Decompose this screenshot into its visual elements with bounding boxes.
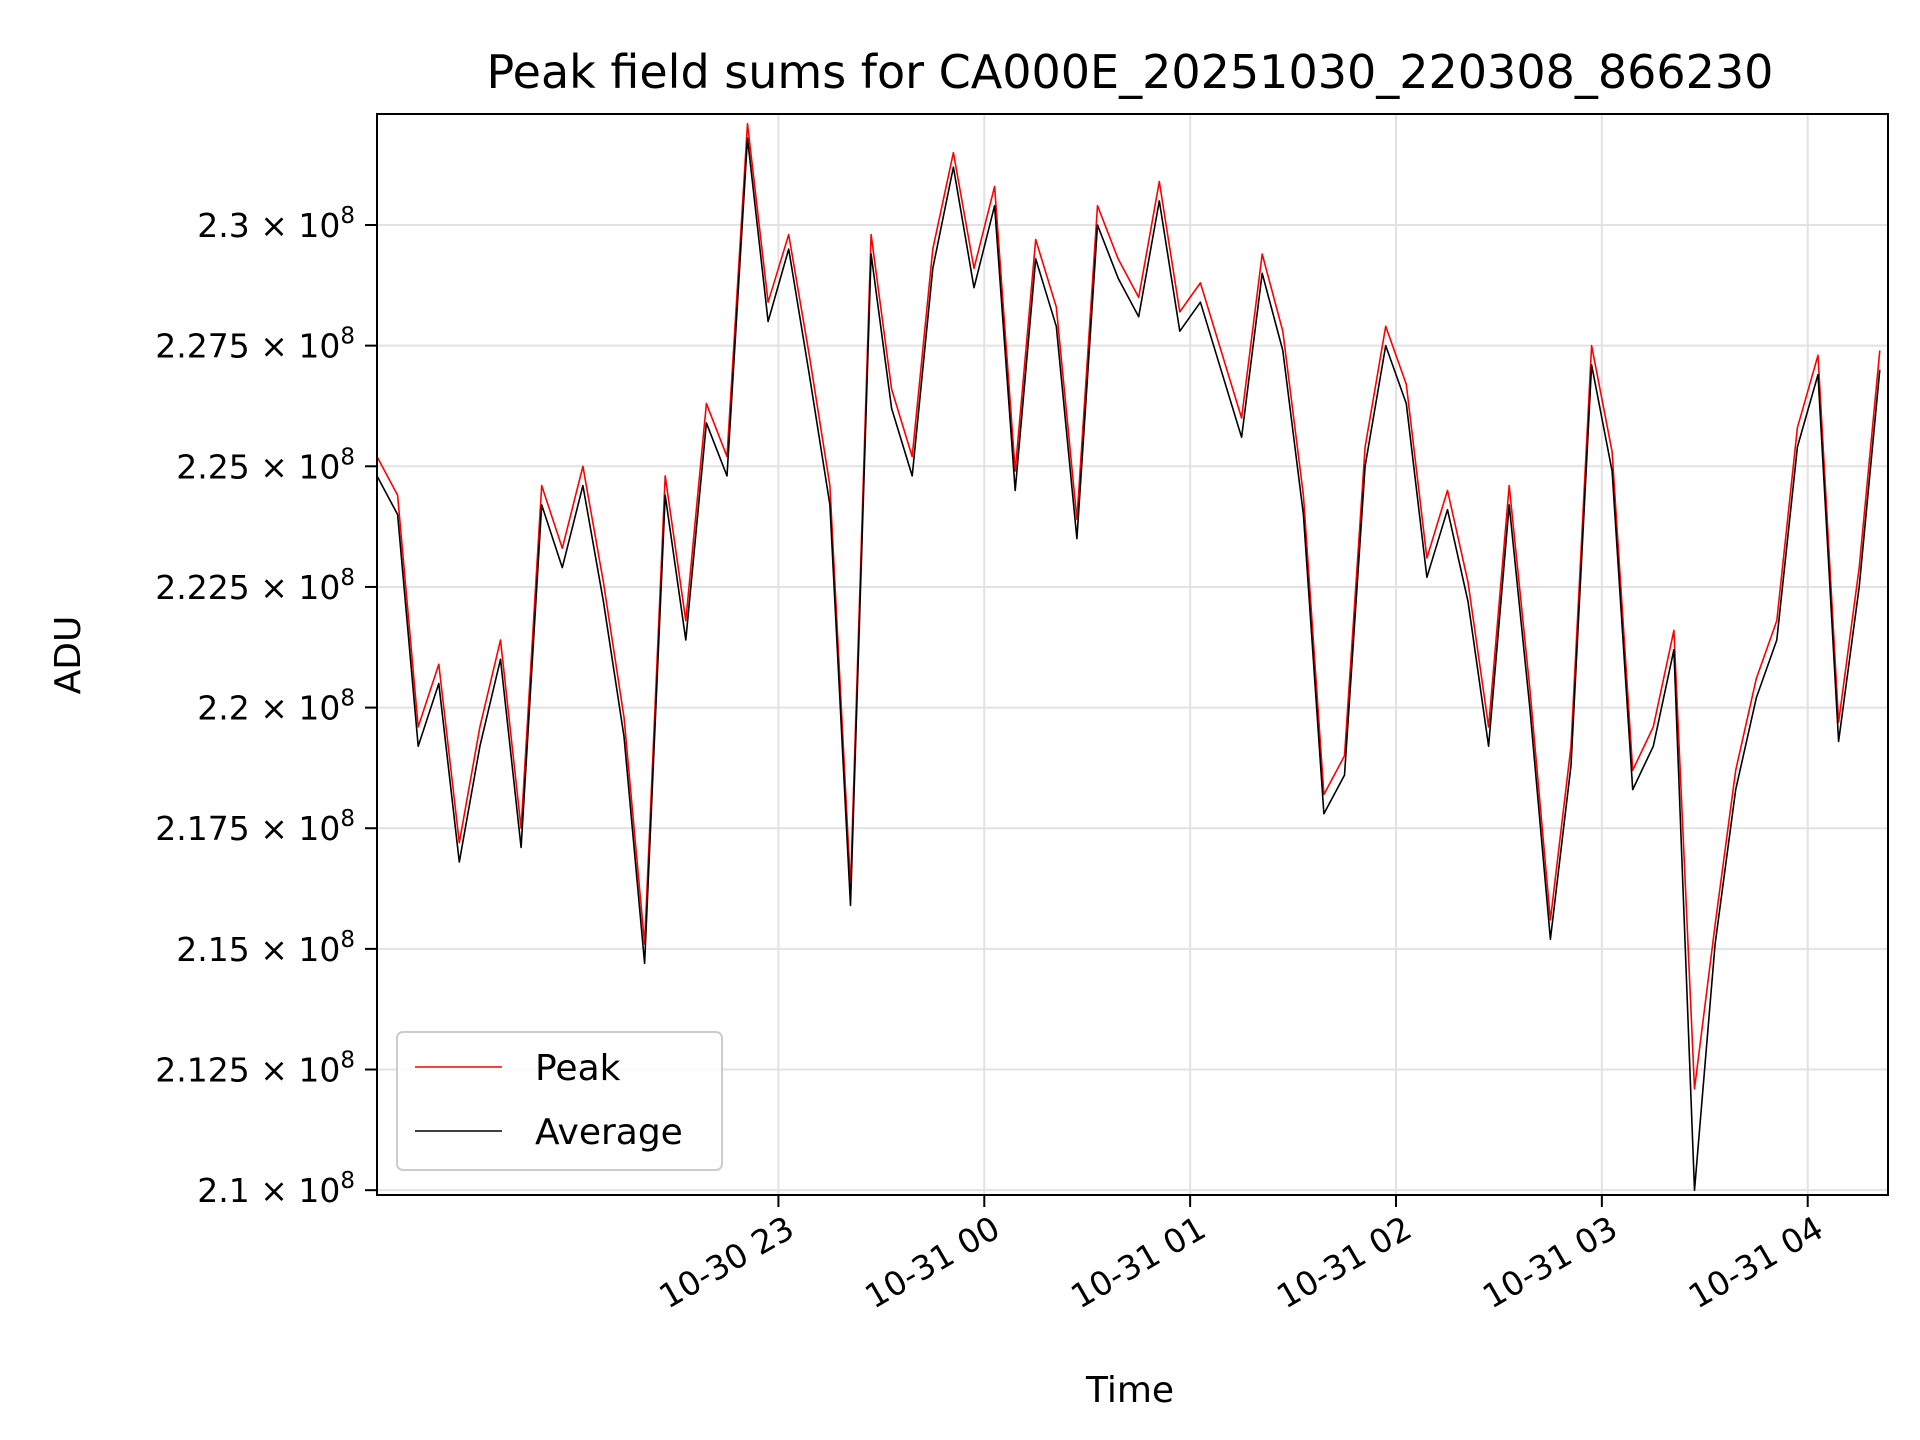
y-tick-mantissa: 2.275 (155, 327, 249, 366)
y-tick-exponent: 8 (340, 806, 355, 832)
y-tick-label: 2.1 × 108 (197, 1168, 355, 1210)
y-tick-exponent: 8 (340, 444, 355, 470)
y-tick-mantissa: 2.15 (176, 930, 249, 969)
y-tick-exponent: 8 (340, 203, 355, 229)
y-tick-exponent: 8 (340, 927, 355, 953)
y-tick-exponent: 8 (340, 686, 355, 712)
y-tick-mantissa: 2.3 (197, 206, 249, 245)
y-tick-label: 2.2 × 108 (197, 686, 355, 728)
y-tick-times: × 10 (250, 1051, 341, 1090)
y-tick-times: × 10 (250, 568, 341, 607)
plot-frame (376, 113, 1889, 1196)
y-tick-mantissa: 2.1 (197, 1171, 249, 1210)
legend-label-peak: Peak (535, 1048, 621, 1089)
y-tick-label: 2.15 × 108 (176, 927, 355, 969)
y-tick-times: × 10 (250, 327, 341, 366)
y-axis-label: ADU (48, 616, 89, 695)
series-line-peak (376, 122, 1881, 1090)
y-tick-exponent: 8 (340, 1048, 355, 1074)
y-tick-label: 2.175 × 108 (155, 806, 355, 848)
y-tick-mantissa: 2.225 (155, 568, 249, 607)
legend: Peak Average (396, 1031, 723, 1171)
y-tick-mantissa: 2.2 (197, 689, 249, 728)
y-tick-mantissa: 2.175 (155, 809, 249, 848)
y-tick-mantissa: 2.25 (176, 447, 249, 486)
legend-label-average: Average (535, 1112, 683, 1153)
y-tick-exponent: 8 (340, 565, 355, 591)
y-tick-times: × 10 (250, 206, 341, 245)
x-axis-label: Time (1085, 1370, 1174, 1411)
y-tick-label: 2.3 × 108 (197, 203, 355, 245)
series-layer (376, 122, 1881, 1191)
y-tick-times: × 10 (250, 447, 341, 486)
y-tick-times: × 10 (250, 809, 341, 848)
y-tick-label: 2.275 × 108 (155, 324, 355, 366)
grid-x (777, 114, 1809, 1195)
y-tick-label: 2.25 × 108 (176, 444, 355, 486)
chart-title: Peak field sums for CA000E_20251030_2203… (487, 45, 1774, 99)
series-line-average (376, 137, 1881, 1191)
y-tick-label: 2.225 × 108 (155, 565, 355, 607)
y-tick-exponent: 8 (340, 324, 355, 350)
y-tick-mantissa: 2.125 (155, 1051, 249, 1090)
y-tick-times: × 10 (250, 1171, 341, 1210)
y-tick-exponent: 8 (340, 1168, 355, 1194)
y-tick-label: 2.125 × 108 (155, 1048, 355, 1090)
y-tick-times: × 10 (250, 689, 341, 728)
y-tick-times: × 10 (250, 930, 341, 969)
